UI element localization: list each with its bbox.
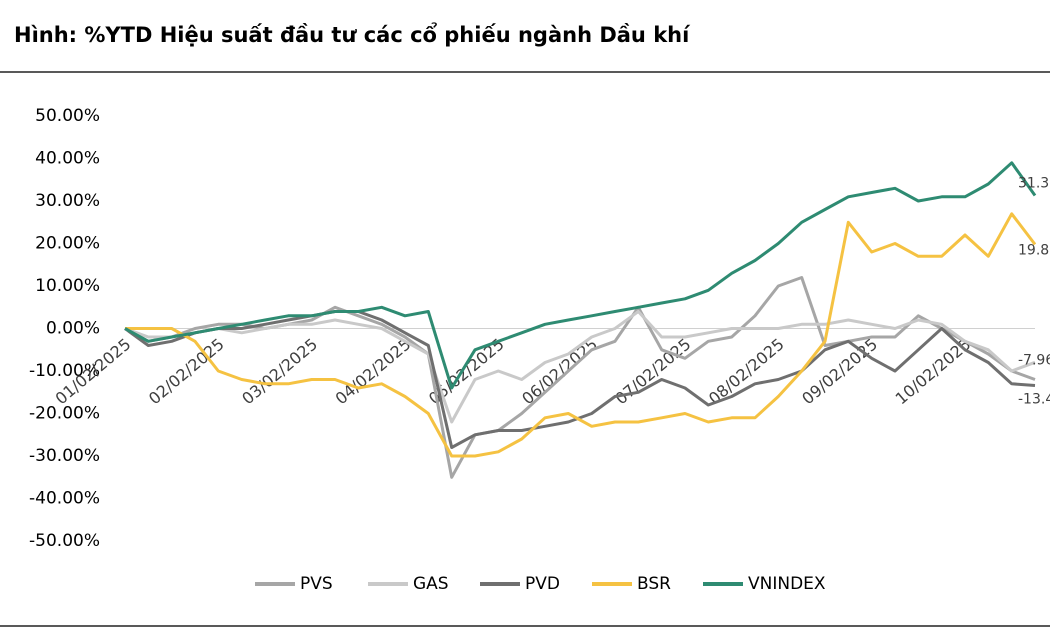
legend-label: VNINDEX bbox=[748, 574, 826, 594]
value-label: 31.3 bbox=[1018, 175, 1049, 191]
x-tick-label: 03/02/2025 bbox=[238, 334, 321, 408]
legend-label: GAS bbox=[413, 574, 449, 594]
y-tick-label: 40.00% bbox=[35, 149, 100, 169]
x-tick-label: 07/02/2025 bbox=[612, 334, 695, 408]
legend-label: PVS bbox=[300, 574, 333, 594]
y-tick-label: -50.00% bbox=[29, 531, 100, 551]
legend-label: BSR bbox=[637, 574, 671, 594]
x-tick-label: 02/02/2025 bbox=[145, 334, 228, 408]
x-tick-label: 04/02/2025 bbox=[332, 334, 415, 408]
value-label: -13.4 bbox=[1018, 391, 1050, 407]
y-tick-label: 30.00% bbox=[35, 191, 100, 211]
series-line bbox=[125, 212, 1037, 458]
y-tick-label: 50.00% bbox=[35, 106, 100, 126]
y-tick-label: -10.00% bbox=[29, 361, 100, 381]
series-line bbox=[124, 310, 1036, 449]
y-tick-label: 10.00% bbox=[35, 276, 100, 296]
series-line bbox=[124, 161, 1037, 390]
series-line bbox=[124, 310, 1036, 424]
y-tick-label: -40.00% bbox=[29, 489, 100, 509]
y-tick-label: -30.00% bbox=[29, 446, 100, 466]
chart-title: Hình: %YTD Hiệu suất đầu tư các cổ phiếu… bbox=[14, 22, 691, 47]
y-tick-label: -20.00% bbox=[29, 404, 100, 424]
value-label: -7.96 bbox=[1018, 352, 1050, 368]
y-tick-label: 0.00% bbox=[46, 319, 100, 339]
value-label: 19.8 bbox=[1018, 242, 1049, 258]
legend-label: PVD bbox=[525, 574, 560, 594]
y-tick-label: 20.00% bbox=[35, 234, 100, 254]
